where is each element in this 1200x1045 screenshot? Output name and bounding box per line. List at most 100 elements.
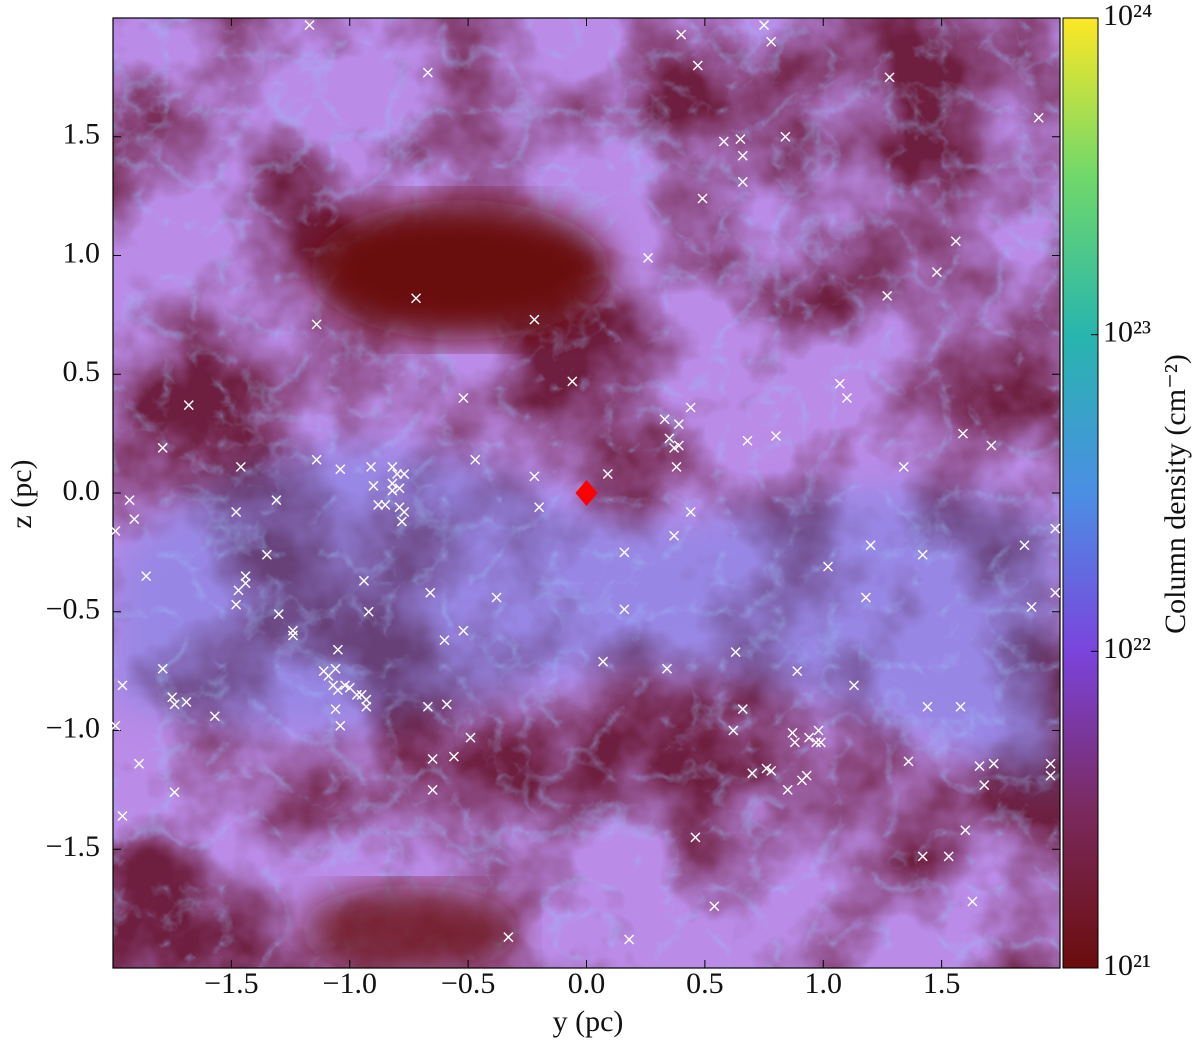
marker-x [922, 701, 933, 712]
marker-x [167, 692, 178, 703]
marker-x [917, 851, 928, 862]
marker-x [619, 547, 630, 558]
marker-x [422, 67, 433, 78]
marker-x [233, 585, 244, 596]
y-axis-label: z (pc) [5, 459, 38, 528]
marker-x [110, 525, 121, 537]
marker-x [737, 176, 748, 187]
marker-x [737, 150, 748, 161]
y-tick-label: −1.0 [46, 711, 100, 744]
marker-x [358, 575, 369, 586]
marker-x [931, 267, 942, 278]
y-tick-label: 0.5 [63, 355, 101, 388]
marker-x [643, 252, 654, 263]
marker-x [943, 851, 954, 862]
marker-x [458, 625, 469, 636]
marker-x [988, 758, 999, 769]
cavity [300, 885, 520, 968]
marker-x [335, 720, 346, 731]
marker-x [287, 630, 298, 641]
cavity [310, 200, 610, 340]
marker-x [351, 689, 362, 700]
marker-x [491, 592, 502, 603]
marker-x [903, 756, 914, 767]
marker-x [882, 290, 893, 301]
marker-x [399, 506, 410, 518]
marker-x [235, 461, 246, 472]
marker-x [747, 768, 758, 779]
marker-x [804, 732, 815, 743]
marker-x [697, 193, 708, 204]
y-tick-label: −1.5 [46, 830, 100, 863]
marker-x [1045, 770, 1056, 781]
marker-x [1019, 540, 1030, 551]
marker-x [330, 663, 341, 674]
marker-x [330, 704, 341, 715]
marker-x [387, 485, 398, 496]
marker-x [157, 663, 168, 674]
marker-x [619, 604, 630, 615]
marker-x [792, 666, 803, 677]
marker-x [735, 134, 746, 145]
marker-x [470, 454, 481, 465]
marker-x [730, 647, 741, 658]
marker-x [311, 454, 322, 465]
marker-x [848, 680, 860, 691]
x-tick-label: −1.0 [323, 967, 377, 1000]
marker-x [884, 72, 895, 83]
marker-x [439, 635, 450, 646]
colorbar-label: Column density (cm⁻²) [1159, 354, 1192, 634]
marker-x [917, 549, 928, 560]
marker-x [974, 761, 985, 772]
marker-x [986, 440, 997, 451]
marker-x [441, 699, 452, 710]
y-tick-label: 0.0 [63, 474, 101, 507]
marker-x [394, 483, 405, 494]
marker-x [661, 663, 673, 674]
marker-x [737, 704, 748, 715]
marker-x [664, 433, 675, 444]
marker-x [261, 549, 272, 560]
marker-x [157, 442, 168, 453]
marker-x [787, 727, 798, 738]
colorbar-tick-label: 10²³ [1103, 316, 1151, 349]
marker-x [718, 136, 729, 147]
x-tick-label: 1.0 [805, 967, 843, 1000]
marker-x [129, 514, 140, 525]
marker-x [766, 765, 777, 776]
marker-x [690, 832, 701, 843]
x-tick-label: −1.5 [204, 967, 258, 1000]
marker-x [392, 468, 403, 480]
marker-x [363, 606, 374, 617]
marker-x [448, 751, 459, 762]
marker-x [671, 461, 682, 472]
marker-x [209, 711, 220, 722]
marker-x [503, 932, 514, 943]
marker-x [685, 506, 696, 518]
marker-x [366, 461, 377, 472]
marker-x [169, 787, 180, 798]
marker-x [822, 561, 834, 572]
marker-x [955, 701, 966, 712]
marker-x [898, 461, 909, 472]
marker-x [602, 468, 613, 480]
marker-x [1050, 523, 1061, 534]
marker-x [979, 780, 990, 791]
marker-x [1045, 758, 1056, 769]
y-tick-label: −0.5 [46, 593, 100, 626]
x-tick-label: 0.0 [568, 967, 606, 1000]
marker-x [339, 680, 351, 691]
marker-x [425, 587, 436, 598]
marker-x [380, 499, 391, 510]
marker-diamond [575, 480, 598, 506]
marker-x [271, 495, 282, 506]
marker-x [860, 592, 871, 603]
marker-x [685, 402, 696, 413]
marker-x [361, 694, 372, 705]
marker-x [669, 442, 680, 453]
marker-x [766, 36, 777, 47]
marker-x [815, 737, 826, 748]
marker-x [287, 625, 298, 636]
colorbar-tick-label: 10²⁴ [1103, 0, 1152, 32]
